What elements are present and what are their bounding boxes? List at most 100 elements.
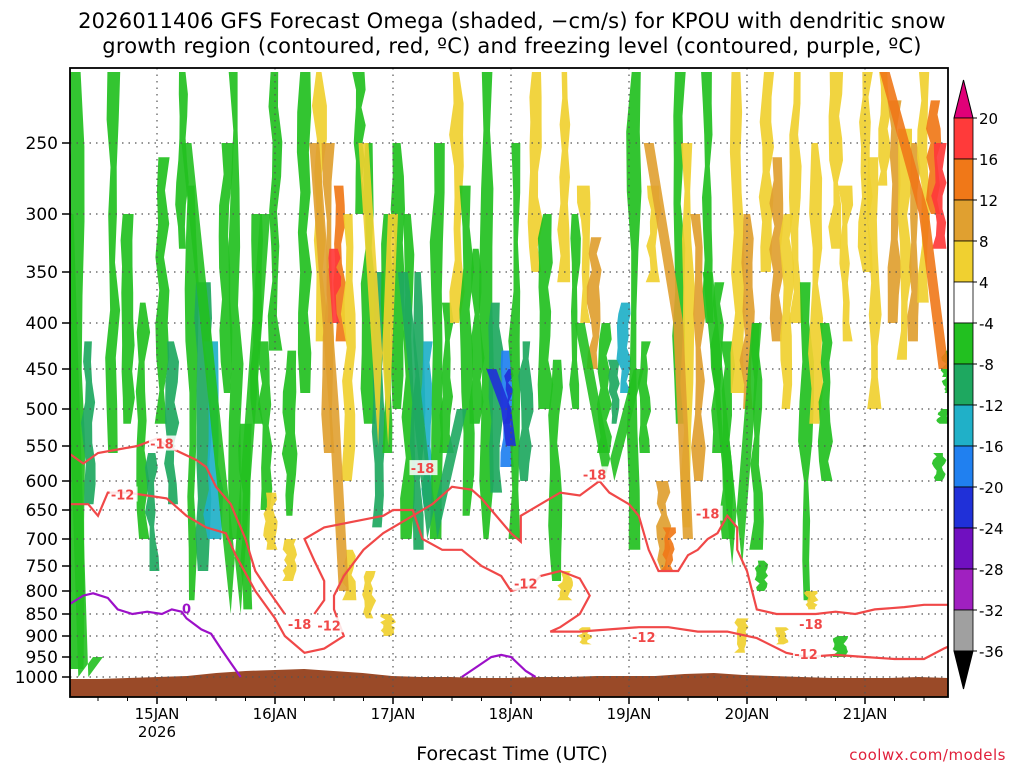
y-tick-label: 950 bbox=[26, 648, 58, 668]
omega-shade-streak bbox=[439, 302, 454, 453]
y-tick-label: 750 bbox=[26, 557, 58, 577]
omega-shade-streak bbox=[380, 614, 396, 636]
y-tick-label: 1000 bbox=[15, 668, 58, 688]
omega-shade-streak bbox=[749, 323, 764, 550]
dendritic-contour-line bbox=[70, 437, 286, 615]
omega-shade-streak bbox=[282, 539, 297, 581]
x-tick-label: 15JAN bbox=[135, 705, 180, 723]
omega-shade-streak bbox=[931, 453, 947, 481]
colorbar-tick-label: -4 bbox=[979, 315, 994, 333]
omega-shade-streak bbox=[518, 341, 534, 481]
omega-shade-streak bbox=[362, 571, 377, 619]
ascent-18jan-core bbox=[486, 369, 516, 446]
colorbar-tick-label: -20 bbox=[979, 479, 1004, 497]
colorbar-top-cap bbox=[953, 79, 974, 119]
y-tick-label: 650 bbox=[26, 501, 58, 521]
omega-shade-streak bbox=[81, 341, 96, 505]
freezing-level-contour-label: 0 bbox=[182, 602, 191, 617]
omega-shade-streak bbox=[527, 72, 544, 272]
omega-shade-streak bbox=[263, 492, 278, 550]
omega-shade-streak bbox=[281, 350, 298, 516]
colorbar-segment bbox=[953, 117, 974, 160]
y-tick-label: 550 bbox=[26, 437, 58, 457]
x-axis-label: Forecast Time (UTC) bbox=[416, 743, 608, 765]
omega-shade-streak bbox=[257, 341, 273, 510]
omega-shade-streak bbox=[145, 453, 160, 571]
colorbar-segment bbox=[953, 363, 974, 406]
omega-shade-streak bbox=[120, 214, 135, 424]
omega-shade-streak bbox=[828, 72, 844, 249]
ascent-wedge-15jan bbox=[70, 214, 103, 677]
omega-shade-streak bbox=[607, 359, 620, 424]
omega-shade-streak bbox=[817, 323, 833, 481]
dendritic-contour-label-bg bbox=[512, 575, 541, 591]
omega-shade-streak bbox=[832, 636, 849, 657]
omega-shade-streak bbox=[296, 72, 312, 393]
omega-shade-streak bbox=[390, 143, 405, 409]
colorbar-segment bbox=[953, 445, 974, 488]
dendritic-contour-label: -18 bbox=[583, 468, 607, 483]
dendritic-contour-label: -12 bbox=[632, 631, 656, 646]
omega-shade-streak bbox=[105, 72, 121, 453]
plot-frame bbox=[69, 67, 949, 698]
dendritic-contour-label: -18 bbox=[799, 618, 823, 633]
y-tick-label: 500 bbox=[26, 400, 58, 420]
omega-shade-streak bbox=[478, 72, 494, 539]
dendritic-contour-line bbox=[70, 479, 948, 654]
colorbar-tick-label: -16 bbox=[979, 438, 1004, 456]
ascent-17jan bbox=[397, 272, 467, 539]
omega-shade-streak bbox=[769, 157, 784, 342]
omega-shade-streak bbox=[775, 627, 789, 645]
colorbar-segment bbox=[953, 527, 974, 570]
credit-link[interactable]: coolwx.com/models bbox=[849, 746, 1006, 764]
omega-shade-streak bbox=[729, 72, 745, 393]
x-tick-label: 16JAN bbox=[253, 705, 298, 723]
colorbar-segment bbox=[953, 240, 974, 283]
freezing-level-contour-line bbox=[461, 653, 537, 678]
omega-shade-streak bbox=[557, 571, 573, 601]
colorbar-tick-label: 4 bbox=[979, 274, 989, 292]
omega-shade-streak bbox=[877, 72, 891, 186]
omega-shade-streak bbox=[135, 302, 151, 539]
omega-shade-streak bbox=[537, 214, 554, 409]
omega-shade-streak bbox=[557, 72, 571, 283]
omega-shade-streak bbox=[340, 214, 356, 481]
ascent-20jan bbox=[702, 272, 762, 566]
omega-shade-streak bbox=[754, 560, 769, 591]
freezing-level-contour-line bbox=[70, 592, 242, 678]
omega-shade-streak bbox=[690, 214, 706, 481]
colorbar-tick-label: 20 bbox=[979, 110, 998, 128]
omega-shade-streak bbox=[449, 72, 465, 323]
omega-shade-streak bbox=[228, 72, 244, 539]
dendritic-contour-label: -12 bbox=[317, 619, 341, 634]
y-tick-label: 600 bbox=[26, 472, 58, 492]
dendritic-contour-label: -18 bbox=[696, 508, 720, 523]
chart-title-line-1: 2026011406 GFS Forecast Omega (shaded, −… bbox=[78, 9, 946, 33]
colorbar-tick-label: 16 bbox=[979, 151, 998, 169]
y-tick-label: 300 bbox=[26, 205, 58, 225]
omega-shade-streak bbox=[616, 302, 632, 393]
ascent-19jan bbox=[574, 323, 644, 481]
dendritic-contour-label-bg bbox=[109, 486, 138, 502]
omega-shade-streak bbox=[887, 100, 902, 324]
y-tick-label: 700 bbox=[26, 530, 58, 550]
colorbar-segment bbox=[953, 568, 974, 611]
y-tick-label: 450 bbox=[26, 360, 58, 380]
y-tick-label: 800 bbox=[26, 582, 58, 602]
dendritic-contour-label: -18 bbox=[288, 618, 312, 633]
omega-shading-layer bbox=[70, 72, 948, 697]
dendritic-contour-label: -18 bbox=[411, 462, 435, 477]
y-tick-label: 900 bbox=[26, 627, 58, 647]
colorbar-segment bbox=[953, 609, 974, 652]
descent-21jan bbox=[879, 72, 948, 369]
dendritic-contour-label: -12 bbox=[794, 648, 818, 663]
omega-shade-streak bbox=[175, 72, 189, 249]
dendritic-contour-label-bg bbox=[793, 645, 821, 661]
colorbar-tick-label: -28 bbox=[979, 561, 1004, 579]
omega-shade-streak bbox=[758, 72, 775, 272]
omega-shade-streak bbox=[184, 185, 199, 601]
dendritic-contour-label: -12 bbox=[111, 489, 135, 504]
omega-shade-streak bbox=[936, 409, 948, 424]
omega-shade-streak bbox=[931, 143, 947, 249]
